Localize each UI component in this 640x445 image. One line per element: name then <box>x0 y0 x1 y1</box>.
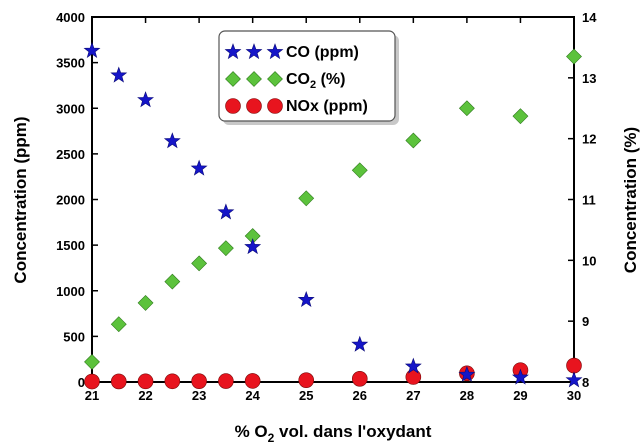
co-point <box>190 159 208 176</box>
x-tick-label: 28 <box>460 388 474 403</box>
nox-point <box>191 373 207 389</box>
legend-marker-co2 <box>267 71 283 87</box>
legend-marker-nox <box>225 98 241 114</box>
y-left-tick-label: 4000 <box>56 10 85 25</box>
co-point <box>297 291 315 308</box>
x-tick-label: 25 <box>299 388 313 403</box>
co-point <box>458 365 476 382</box>
co2-point <box>191 255 208 272</box>
y-right-tick-label: 14 <box>582 10 597 25</box>
x-tick-label: 27 <box>406 388 420 403</box>
y-right-tick-label: 10 <box>582 253 596 268</box>
nox-point <box>244 373 261 389</box>
co-point <box>244 238 262 255</box>
co2-point <box>84 354 100 370</box>
y-left-tick-label: 2500 <box>56 147 85 162</box>
x-tick-label: 21 <box>85 388 99 403</box>
legend-label-nox: NOx (ppm) <box>286 98 368 115</box>
co2-point <box>164 273 181 290</box>
nox-point <box>405 369 422 385</box>
x-tick-label: 23 <box>192 388 206 403</box>
y-axis-left-title: Concentration (ppm) <box>11 116 30 283</box>
legend-marker-co2 <box>246 71 262 87</box>
x-tick-label: 22 <box>138 388 152 403</box>
legend-marker-co <box>245 43 263 60</box>
series-co <box>83 41 583 388</box>
co2-point <box>298 190 315 207</box>
y-left-tick-label: 500 <box>63 329 85 344</box>
y-right-tick-label: 8 <box>582 375 589 390</box>
y-left-tick-label: 2000 <box>56 193 85 208</box>
co-point <box>217 203 235 220</box>
y-left-tick-label: 3500 <box>56 56 85 71</box>
legend-marker-co2 <box>225 71 241 87</box>
co2-point <box>217 240 234 257</box>
nox-point <box>351 371 368 387</box>
legend-label-co2-prefix: CO <box>286 71 310 88</box>
y-right-tick-label: 12 <box>582 132 596 147</box>
y-right-tick-label: 9 <box>582 314 589 329</box>
nox-point <box>298 372 315 388</box>
legend-box <box>218 30 396 122</box>
y-left-tick-label: 1500 <box>56 238 85 253</box>
x-axis-title: % O2 vol. dans l'oxydant <box>235 422 432 445</box>
co-point <box>565 371 583 388</box>
y-axis-right-title: Concentration (%) <box>621 127 640 273</box>
nox-point <box>110 373 127 390</box>
co2-point <box>512 108 529 125</box>
co-point <box>110 66 128 83</box>
y-left-tick-label: 1000 <box>56 284 85 299</box>
nox-point <box>164 373 181 390</box>
series-co2 <box>84 48 582 370</box>
nox-point <box>218 373 234 389</box>
marks-layer <box>83 41 583 390</box>
co-point <box>163 132 181 149</box>
legend: CO (ppm) CO2 (%) NOx (ppm) <box>218 30 399 125</box>
nox-point <box>84 373 100 390</box>
legend-marker-nox <box>267 98 283 114</box>
nox-point <box>137 373 154 390</box>
legend-marker-co <box>266 43 284 60</box>
legend-label-co2-suffix: (%) <box>316 71 345 88</box>
x-axis-title-prefix: % O <box>235 422 268 441</box>
co2-point <box>405 132 422 149</box>
x-tick-label: 24 <box>245 388 260 403</box>
nox-point <box>566 357 582 374</box>
y-right-tick-label: 13 <box>582 71 596 86</box>
co2-point <box>458 100 475 117</box>
co2-point <box>110 316 127 333</box>
legend-marker-nox <box>246 98 262 114</box>
legend-label-co2: CO2 (%) <box>286 71 345 91</box>
y-right-tick-label: 11 <box>582 193 596 208</box>
co2-point <box>351 162 368 179</box>
x-tick-label: 26 <box>353 388 367 403</box>
legend-label-co2-subscript: 2 <box>310 79 316 91</box>
co2-point <box>137 294 154 311</box>
co-point <box>512 368 529 385</box>
co-point <box>83 41 101 58</box>
co2-point <box>566 48 582 65</box>
legend-markers <box>224 43 284 114</box>
x-axis-title-subscript: 2 <box>268 431 275 445</box>
y-left-tick-label: 3000 <box>56 101 85 116</box>
x-axis-title-suffix: vol. dans l'oxydant <box>274 422 431 441</box>
x-tick-label: 30 <box>567 388 581 403</box>
co-point <box>137 91 154 108</box>
x-tick-label: 29 <box>513 388 527 403</box>
legend-marker-co <box>224 43 242 60</box>
legend-label-co: CO (ppm) <box>286 44 359 61</box>
co-point <box>404 357 422 374</box>
y-left-tick-label: 0 <box>78 375 85 390</box>
series-nox <box>84 357 582 390</box>
co-point <box>351 335 369 352</box>
